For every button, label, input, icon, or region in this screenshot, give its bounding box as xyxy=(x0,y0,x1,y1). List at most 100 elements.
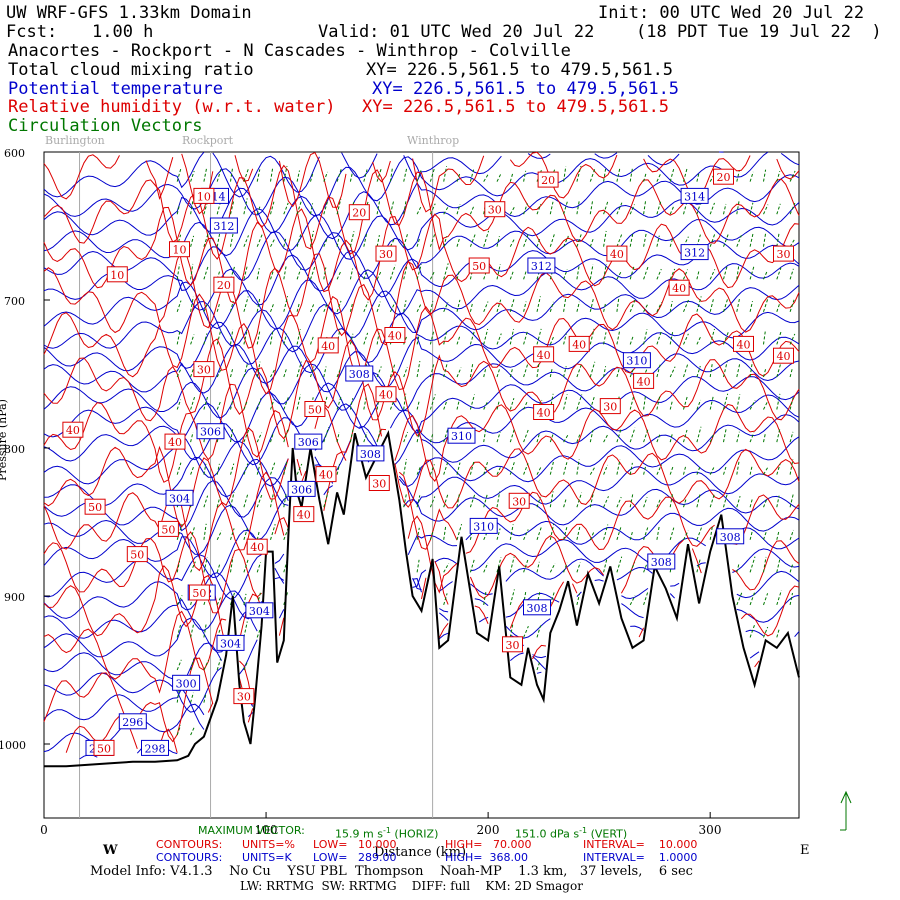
circulation-vector xyxy=(709,362,713,378)
theta-label: 312 xyxy=(213,220,234,233)
rh-label-box xyxy=(713,168,734,185)
circulation-vector xyxy=(270,494,274,508)
circulation-vector xyxy=(616,368,620,378)
circulation-vector xyxy=(243,463,249,475)
theta-contour-307 xyxy=(43,311,800,374)
circulation-vector xyxy=(416,465,422,475)
circulation-vector xyxy=(203,463,207,475)
circulation-vector xyxy=(190,170,195,182)
circulation-vector xyxy=(643,329,648,345)
circulation-vector xyxy=(723,492,729,508)
circulation-vector xyxy=(776,495,780,508)
circulation-vector xyxy=(696,558,701,573)
circulation-vector xyxy=(323,303,328,312)
rh-label: 40 xyxy=(379,389,393,402)
rh-label: 30 xyxy=(506,639,520,652)
circulation-vector xyxy=(429,270,435,280)
circulation-vector xyxy=(589,328,595,345)
circulation-vector xyxy=(736,394,741,410)
theta-label-box xyxy=(141,739,169,756)
rh-contours-units: UNITS=% xyxy=(242,838,295,851)
circulation-vector xyxy=(270,432,274,443)
circulation-vector xyxy=(696,269,700,280)
circulation-vector xyxy=(589,491,595,508)
rh-label: 50 xyxy=(308,404,322,417)
circulation-vector xyxy=(336,463,340,475)
circulation-vector xyxy=(389,200,395,215)
circulation-vector xyxy=(709,466,715,475)
circulation-vector xyxy=(749,556,756,573)
circulation-vector xyxy=(443,460,449,475)
circulation-vector xyxy=(483,494,488,508)
rh-contours-low: LOW= 10.000 xyxy=(313,838,397,851)
circulation-vector xyxy=(603,366,607,378)
chart-title: UW WRF-GFS 1.33km Domain xyxy=(6,3,252,23)
model-info: Model Info: V4.1.3 No Cu YSU PBL Thompso… xyxy=(90,864,693,879)
circulation-vector xyxy=(243,168,250,182)
circulation-vector xyxy=(389,264,396,280)
rh-label: 20 xyxy=(352,207,366,220)
theta-label: 310 xyxy=(473,520,494,533)
circulation-vector xyxy=(616,233,623,247)
theta-label-box xyxy=(209,217,238,234)
circulation-vector xyxy=(789,529,794,540)
circulation-vector xyxy=(549,523,555,540)
rh-label-box xyxy=(157,520,179,537)
circulation-vector xyxy=(443,427,449,443)
rh-contours xyxy=(43,151,800,753)
circulation-vector xyxy=(763,432,767,443)
circulation-vector xyxy=(496,367,501,378)
circulation-vector xyxy=(549,301,554,312)
theta-label-box xyxy=(245,602,274,619)
circulation-vector xyxy=(176,725,182,736)
terrain xyxy=(44,430,800,768)
circulation-vector xyxy=(176,659,182,671)
circulation-vector xyxy=(616,428,622,443)
circulation-vector xyxy=(616,556,623,573)
theta-label: 306 xyxy=(291,483,312,496)
rh-label: 30 xyxy=(488,204,502,217)
circulation-vector xyxy=(416,429,421,443)
circulation-vector xyxy=(429,529,434,540)
circulation-vector xyxy=(509,460,516,475)
circulation-vector xyxy=(429,496,436,508)
forecast-label: Fcst: xyxy=(6,22,58,42)
circulation-vector xyxy=(776,233,780,247)
circulation-vector xyxy=(736,201,740,215)
circulation-vector xyxy=(763,529,768,540)
rh-contour xyxy=(43,426,800,528)
circulation-vector xyxy=(496,173,502,182)
circulation-vector xyxy=(230,429,234,443)
circulation-vector xyxy=(523,234,529,247)
circulation-vector xyxy=(310,266,316,280)
circulation-vector xyxy=(469,558,475,573)
theta-contour-309 xyxy=(43,262,800,330)
x-tick-label: 100 xyxy=(255,823,278,837)
circulation-vector xyxy=(429,203,436,215)
circulation-vector xyxy=(176,204,181,215)
circulation-vector xyxy=(363,432,368,443)
theta-label: 306 xyxy=(200,426,221,439)
circulation-vector xyxy=(389,301,396,313)
circulation-vector xyxy=(763,270,768,280)
rh-label-box xyxy=(668,279,690,296)
rh-label-box xyxy=(193,361,215,378)
circulation-vector xyxy=(749,361,753,378)
circulation-vector xyxy=(283,493,287,508)
theta-label-box xyxy=(622,352,651,369)
y-tick-label: 800 xyxy=(4,443,25,456)
circulation-vector xyxy=(230,329,234,345)
rh-label: 30 xyxy=(379,248,393,261)
circulation-vector xyxy=(190,296,194,312)
physics-info: LW: RRTMG SW: RRTMG DIFF: full KM: 2D Sm… xyxy=(240,879,583,893)
theta-label: 312 xyxy=(531,260,552,273)
circulation-vector xyxy=(683,395,689,410)
theta-label-box xyxy=(196,423,225,440)
circulation-vector xyxy=(483,301,489,312)
circulation-vector xyxy=(443,330,448,345)
circulation-vector xyxy=(656,235,660,247)
y-axis-label: Pressure (hPa) xyxy=(0,399,9,481)
circulation-vector xyxy=(216,232,221,247)
circulation-vector xyxy=(736,431,740,443)
circulation-vector xyxy=(216,595,222,606)
